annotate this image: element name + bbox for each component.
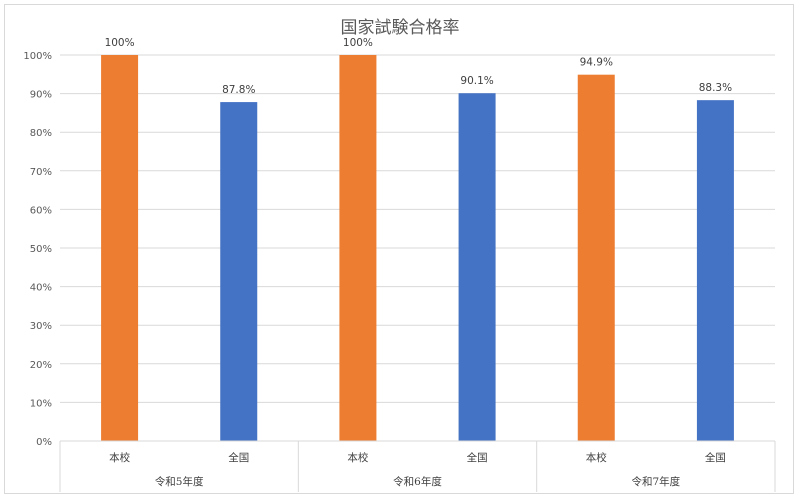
y-tick-label: 70% [30,167,52,178]
bars [101,55,734,442]
x-category-label: 本校 [109,451,130,464]
x-group-label: 令和6年度 [393,475,442,488]
x-category-label: 本校 [347,451,368,464]
bar-本校 [339,55,377,441]
bar-全国 [458,93,496,442]
data-label: 90.1% [460,75,493,87]
x-group-label: 令和5年度 [155,475,204,488]
x-category-label: 全国 [467,451,488,464]
y-tick-label: 0% [36,437,52,448]
y-tick-label: 30% [30,321,52,332]
data-labels: 100% 87.8% 100% 90.1% 94.9% 88.3% [105,37,733,96]
bar-本校 [101,55,139,441]
bar-全国 [220,102,258,441]
x-category-label: 本校 [586,451,607,464]
y-tick-label: 60% [30,205,52,216]
chart-title: 国家試験合格率 [341,18,460,38]
y-tick-label: 50% [30,244,52,255]
data-label: 87.8% [222,84,255,96]
y-tick-label: 20% [30,360,52,371]
y-axis-ticks: 0% 10% 20% 30% 40% 50% 60% 70% 80% 90% 100% [23,51,52,448]
y-tick-label: 10% [30,398,52,409]
y-tick-label: 80% [30,128,52,139]
bar-全国 [696,100,734,442]
gridlines [60,54,775,442]
y-tick-label: 100% [23,51,52,62]
data-label: 100% [105,37,135,49]
bar-本校 [577,74,615,441]
x-category-label: 全国 [228,451,249,464]
data-label: 100% [343,37,373,49]
y-tick-label: 90% [30,90,52,101]
data-label: 94.9% [580,57,613,69]
x-group-label: 令和7年度 [631,475,680,488]
y-tick-label: 40% [30,283,52,294]
data-label: 88.3% [699,82,732,94]
x-category-label: 全国 [705,451,726,464]
